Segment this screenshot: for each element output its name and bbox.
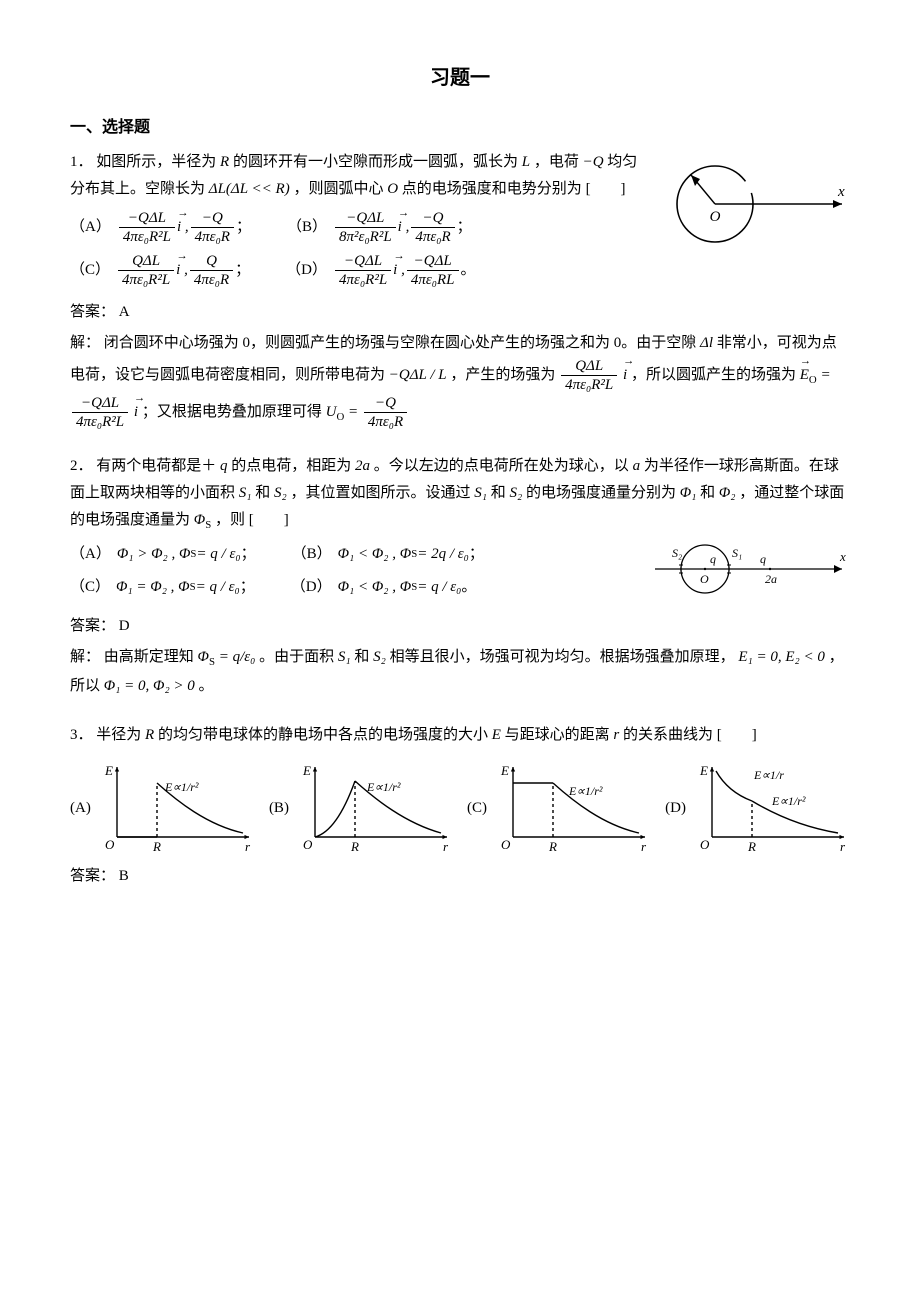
svg-text:E: E: [699, 763, 708, 778]
svg-text:S₂: S₂: [672, 546, 682, 560]
question-2: 2． 有两个电荷都是＋ q 的点电荷，相距为 2a 。今以左边的点电荷所在处为球…: [70, 453, 850, 700]
svg-text:O: O: [501, 837, 511, 852]
q2-opt-b: （B） Φ₁ < Φ₂ , ΦS = 2q / ε₀ ；: [292, 541, 484, 568]
q3-chart-b: (B) ErORE∝1/r²: [269, 761, 453, 857]
svg-text:R: R: [548, 839, 557, 854]
svg-text:O: O: [303, 837, 313, 852]
answer-blank: [ ]: [717, 727, 757, 743]
q3-num: 3．: [70, 727, 93, 743]
svg-text:O: O: [105, 837, 115, 852]
svg-text:O: O: [710, 209, 721, 225]
svg-text:O: O: [700, 837, 710, 852]
question-3: 3． 半径为 R 的均匀带电球体的静电场中各点的电场强度的大小 E 与距球心的距…: [70, 722, 850, 890]
question-1: O x 1． 如图所示，半径为 R 的圆环开有一小空隙而形成一圆弧，弧长为 L …: [70, 149, 850, 431]
q2-num: 2．: [70, 458, 93, 474]
q3-answer: 答案： B: [70, 863, 850, 890]
svg-text:r: r: [443, 839, 449, 854]
q1-opts-row2: （C） QΔL4πε₀R²L i , Q4πε₀R ； （D） −QΔL4πε₀…: [70, 252, 650, 289]
q1-figure: O x: [660, 149, 850, 269]
q2-opts-row2: （C） Φ₁ = Φ₂ , ΦS = q / ε₀ ； （D） Φ₁ < Φ₂ …: [70, 574, 640, 601]
q2-opts-row1: （A） Φ₁ > Φ₂ , ΦS = q / ε₀ ； （B） Φ₁ < Φ₂ …: [70, 541, 640, 568]
q2-solution: 解： 由高斯定理知 ΦS = q/ε₀ 。由于面积 S₁ 和 S₂ 相等且很小，…: [70, 644, 850, 699]
svg-text:E∝1/r²: E∝1/r²: [771, 794, 806, 808]
q2-answer: 答案： D: [70, 613, 850, 640]
q1-num: 1．: [70, 154, 93, 170]
svg-text:E∝1/r²: E∝1/r²: [568, 784, 603, 798]
q1-answer: 答案： A: [70, 299, 850, 326]
svg-text:x: x: [839, 549, 846, 564]
svg-text:E∝1/r²: E∝1/r²: [366, 780, 401, 794]
svg-text:O: O: [700, 572, 709, 586]
q1-opt-c: （C） QΔL4πε₀R²L i , Q4πε₀R ；: [70, 252, 250, 289]
svg-text:R: R: [747, 839, 756, 854]
svg-text:r: r: [245, 839, 251, 854]
svg-text:q: q: [760, 552, 766, 566]
svg-text:E∝1/r: E∝1/r: [753, 768, 784, 782]
q3-charts: (A) ErORE∝1/r² (B) ErORE∝1/r² (C) ErORE∝…: [70, 761, 850, 857]
svg-text:S₁: S₁: [732, 546, 742, 560]
section-heading: 一、选择题: [70, 114, 850, 143]
svg-text:E: E: [104, 763, 113, 778]
svg-text:E: E: [302, 763, 311, 778]
q2-figure: S₂ S₁ q q O 2a x: [650, 539, 850, 609]
q2-opt-a: （A） Φ₁ > Φ₂ , ΦS = q / ε₀ ；: [70, 541, 256, 568]
q2-opt-d: （D） Φ₁ < Φ₂ , ΦS = q / ε₀ 。: [291, 574, 477, 601]
q3-chart-a: (A) ErORE∝1/r²: [70, 761, 255, 857]
svg-text:q: q: [710, 552, 716, 566]
q2-opt-c: （C） Φ₁ = Φ₂ , ΦS = q / ε₀ ；: [70, 574, 255, 601]
svg-text:R: R: [152, 839, 161, 854]
q1-opt-b: （B） −QΔL8π²ε₀R²L i , −Q4πε₀R ；: [287, 209, 472, 246]
q3-chart-c: (C) ErORE∝1/r²: [467, 761, 651, 857]
svg-text:x: x: [837, 184, 845, 200]
q3-chart-d: (D) ErORE∝1/rE∝1/r²: [665, 761, 850, 857]
svg-text:R: R: [350, 839, 359, 854]
q1-solution: 解： 闭合圆环中心场强为 0，则圆弧产生的场强与空隙在圆心处产生的场强之和为 0…: [70, 330, 850, 431]
svg-text:r: r: [641, 839, 647, 854]
svg-text:E: E: [500, 763, 509, 778]
svg-text:r: r: [840, 839, 846, 854]
page-title: 习题一: [70, 60, 850, 96]
svg-text:2a: 2a: [765, 572, 777, 586]
answer-blank: [ ]: [249, 512, 289, 528]
answer-blank: [ ]: [586, 181, 626, 197]
q2-stem: 2． 有两个电荷都是＋ q 的点电荷，相距为 2a 。今以左边的点电荷所在处为球…: [70, 453, 850, 535]
q1-opt-a: （A） −QΔL4πε₀R²L i , −Q4πε₀R ；: [70, 209, 251, 246]
q1-opts-row1: （A） −QΔL4πε₀R²L i , −Q4πε₀R ； （B） −QΔL8π…: [70, 209, 650, 246]
q3-stem: 3． 半径为 R 的均匀带电球体的静电场中各点的电场强度的大小 E 与距球心的距…: [70, 722, 850, 749]
q1-opt-d: （D） −QΔL4πε₀R²L i , −QΔL4πε₀RL 。: [286, 252, 475, 289]
svg-text:E∝1/r²: E∝1/r²: [164, 780, 199, 794]
